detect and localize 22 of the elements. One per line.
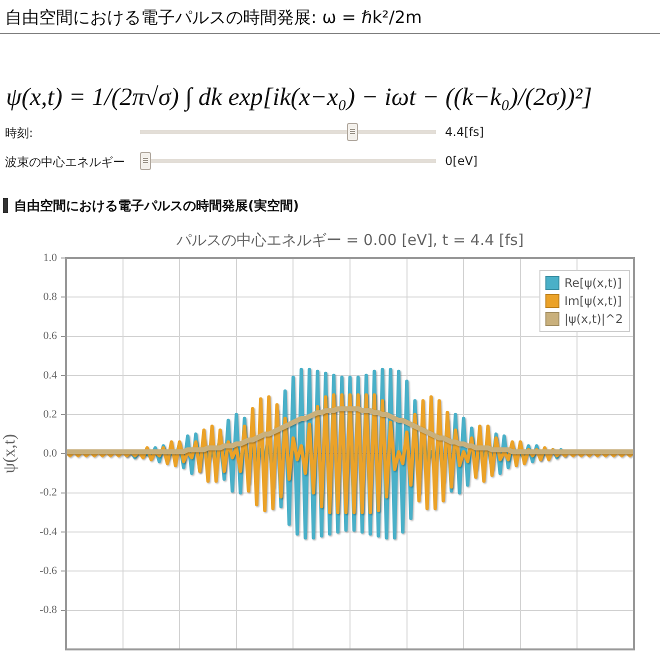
- y-tick-label: -0.4: [40, 526, 58, 538]
- text: ψ(x,t) = 1/(2π√σ) ∫ dk exp[ik(x−x₀) − iωt − ((k−k₀)/(2σ))²]: [6, 84, 592, 112]
- y-tick-label: 0.2: [43, 408, 57, 420]
- legend-label: Im[ψ(x,t)]: [564, 294, 622, 308]
- text: 自由空間における電子パルスの時間発展(実空間): [14, 198, 299, 215]
- y-tick-label: 0.4: [43, 369, 58, 382]
- text: 4.4[fs]: [445, 125, 484, 139]
- y-tick-label: 0.8: [43, 291, 58, 304]
- y-tick-label: 0.6: [43, 330, 58, 342]
- legend-label: Re[ψ(x,t)]: [564, 276, 622, 290]
- y-tick-label: 0.0: [43, 448, 58, 460]
- y-tick-label: -0.6: [40, 565, 58, 578]
- y-tick-label: -0.8: [40, 604, 58, 616]
- y-axis-title: ψ(x,t): [0, 434, 19, 474]
- text: 時刻:: [5, 125, 34, 142]
- y-tick-label: -0.2: [40, 486, 57, 499]
- text: 波束の中心エネルギー: [5, 154, 125, 171]
- text: 自由空間における電子パルスの時間発展: ω = ℏk²/2m: [5, 7, 422, 29]
- chart-title: パルスの中心エネルギー = 0.00 [eV], t = 4.4 [fs]: [175, 230, 524, 249]
- text: 0[eV]: [445, 154, 478, 168]
- y-tick-label: 1.0: [43, 252, 58, 264]
- legend-label: |ψ(x,t)|^2: [564, 312, 624, 326]
